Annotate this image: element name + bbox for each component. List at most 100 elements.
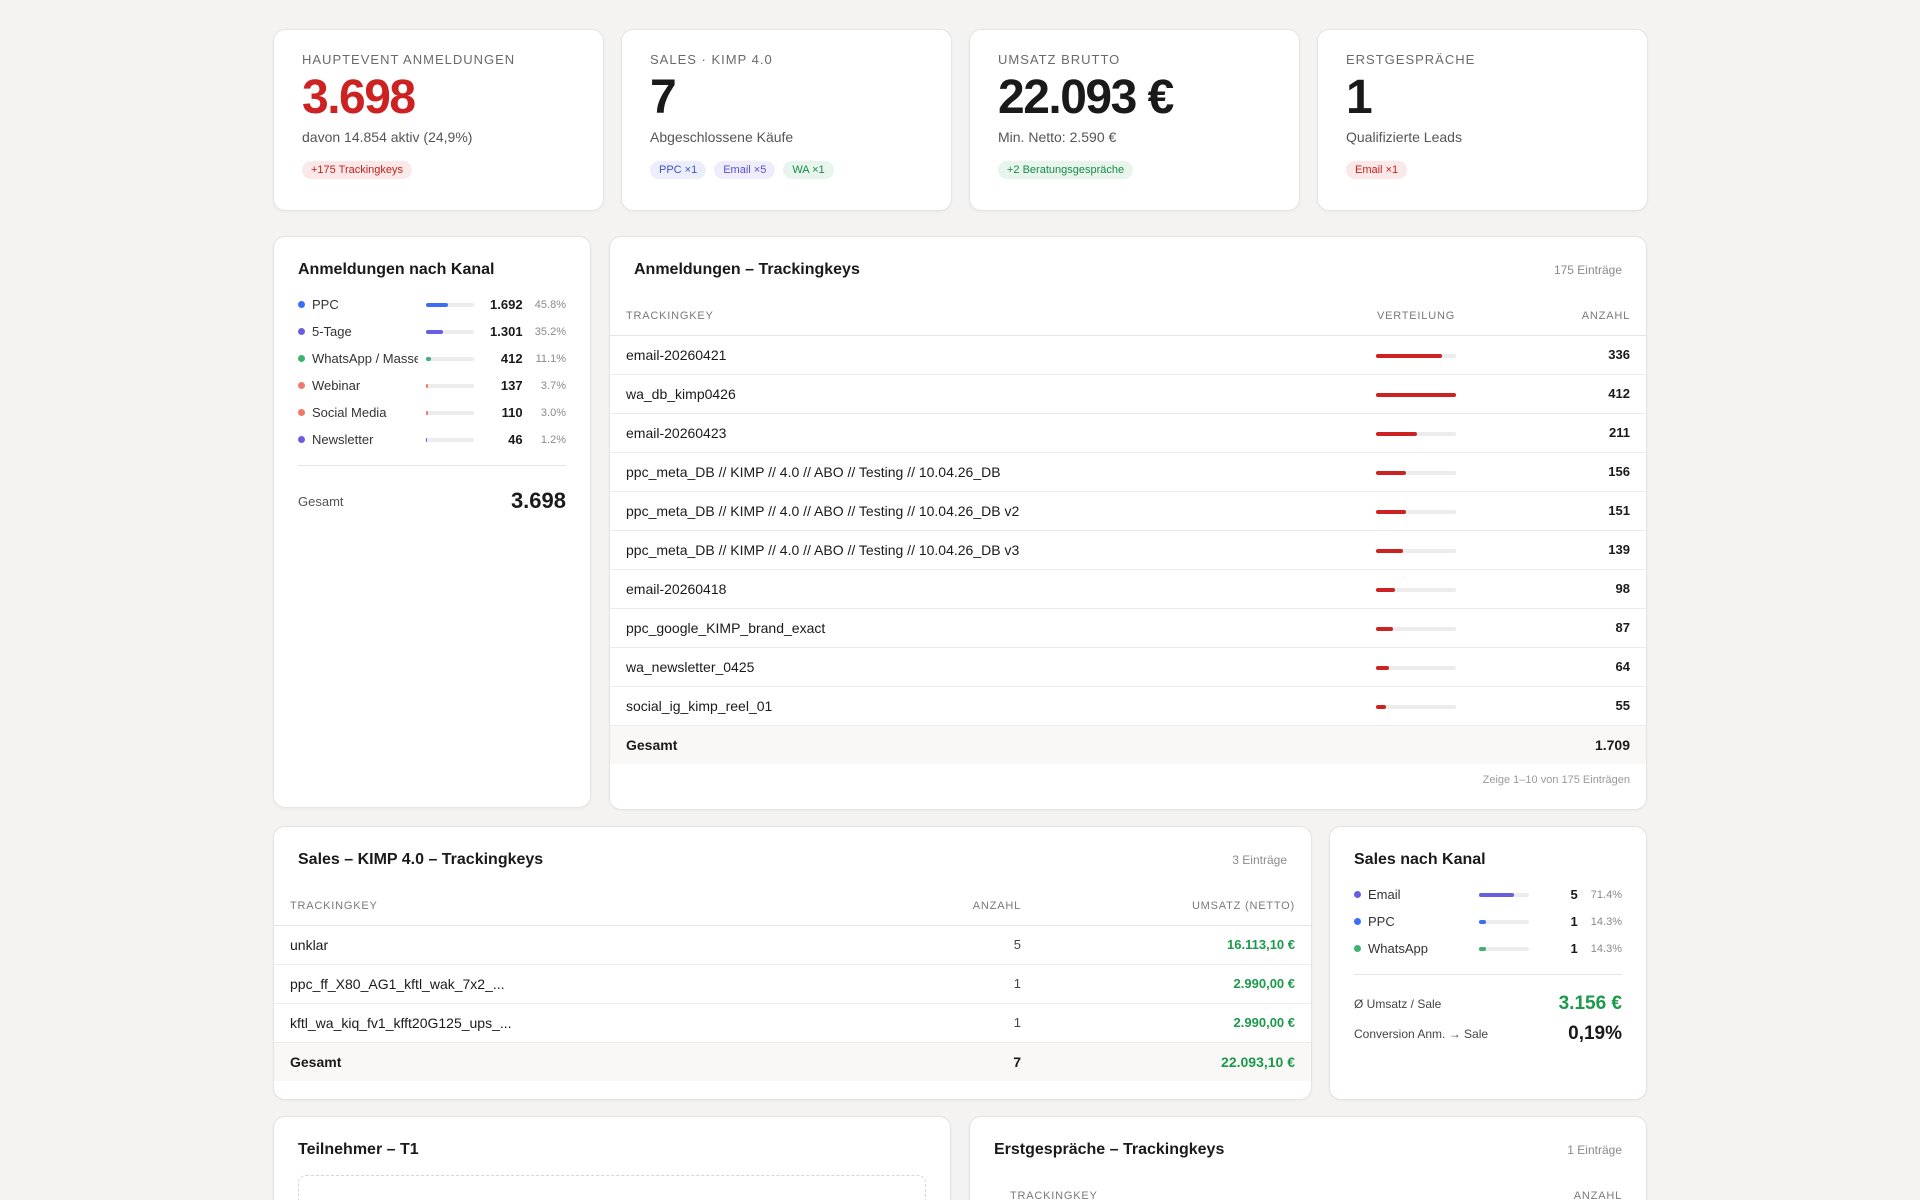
distribution-cell [1356,452,1476,492]
distribution-bar [1376,392,1456,397]
channel-bar [426,302,475,307]
distribution-cell [1356,374,1476,414]
kpi-card-sales: SALES · KIMP 4.0 7 Abgeschlossene Käufe … [621,29,952,211]
table-row[interactable]: wa_db_kimp0426 412 [610,374,1646,414]
sales-kanal-list: Email 5 71.4% PPC 1 14.3% WhatsApp 1 14.3% [1354,881,1622,962]
total-value: 3.698 [510,488,566,513]
distribution-cell [1356,608,1476,648]
kpi-sub: Min. Netto: 2.590 € [998,129,1117,146]
channel-count: 1.301 [490,324,523,339]
table-row[interactable]: unklar 5 16.113,10 € [274,925,1311,965]
col-header[interactable]: ANZAHL [1476,297,1646,336]
pagination-info: Zeige 1–10 von 175 Einträgen [1482,774,1630,786]
table-row[interactable]: ppc_google_KIMP_brand_exact 87 [610,608,1646,648]
kpi-label: UMSATZ BRUTTO [998,52,1121,67]
amount-cell: 2.990,00 € [1021,964,1311,1004]
sales-kanal-card: Sales nach Kanal Email 5 71.4% PPC 1 14.3% Wha… [1329,826,1647,1100]
col-header[interactable]: TRACKINGKEY [274,887,901,926]
table-row[interactable]: ppc_meta_DB // KIMP // 4.0 // ABO // Tes… [610,530,1646,570]
channel-bar-fill [426,302,449,307]
channel-dot-icon [298,301,305,308]
channel-dot-icon [1354,918,1361,925]
channel-row: Newsletter 46 1.2% [298,426,566,453]
distribution-bar [1376,509,1456,514]
col-header[interactable]: TRACKINGKEY [610,297,1356,336]
channel-pct: 45.8% [534,298,566,311]
col-header[interactable]: VERTEILUNG [1356,297,1476,336]
total-value: 1.709 [1476,725,1646,764]
channel-bar [426,383,475,388]
col-header[interactable]: UMSATZ (NETTO) [1021,887,1311,926]
entries-count: 175 Einträge [1553,263,1622,277]
col-header[interactable]: ANZAHL [1401,1177,1646,1200]
channel-count: 1 [1570,914,1578,929]
entries-count: 1 Einträge [1567,1143,1622,1157]
total-label: Gesamt [274,1042,901,1081]
table-row[interactable]: ppc_ff_X80_AG1_kftl_wak_7x2_... 1 2.990,00… [274,964,1311,1004]
channel-dot-icon [298,409,305,416]
trackingkey-cell: email-20260423 [610,413,1356,453]
distribution-bar-fill [1376,392,1456,397]
col-header[interactable]: TRACKINGKEY [970,1177,1402,1200]
table-row[interactable]: wa_newsletter_0425 64 [610,647,1646,687]
beratung-badge: +2 Beratungsgespräche [998,161,1134,180]
channel-count: 1 [1570,941,1578,956]
kpi-label: ERSTGESPRÄCHE [1346,52,1476,67]
distribution-cell [1356,413,1476,453]
channel-bar [426,437,475,442]
channel-pct: 11.1% [535,352,566,365]
table-row[interactable]: kftl_wa_kiq_fv1_kfft20G125_ups_... 1 2.990… [274,1003,1311,1043]
channel-row: Social Media 110 3.0% [298,399,566,426]
count-cell: 1 [901,964,1021,1004]
col-header[interactable]: ANZAHL [901,887,1021,926]
table-row[interactable]: email-20260421 336 [610,335,1646,375]
channel-dot-icon [1354,945,1361,952]
channel-bar-fill [426,329,444,334]
table-row[interactable]: ppc_meta_DB // KIMP // 4.0 // ABO // Tes… [610,491,1646,531]
table-row[interactable]: ppc_meta_DB // KIMP // 4.0 // ABO // Tes… [610,452,1646,492]
kanal-list: PPC 1.692 45.8% 5-Tage 1.301 35.2% WhatsApp / … [298,291,566,453]
channel-name: WhatsApp [1368,941,1428,956]
channel-dot-icon [1354,891,1361,898]
channel-row: 5-Tage 1.301 35.2% [298,318,566,345]
avg-label: Ø Umsatz / Sale [1354,997,1442,1011]
count-cell: 64 [1476,647,1646,687]
table-row[interactable]: social_ig_kimp_reel_01 55 [610,686,1646,726]
count-cell: 55 [1476,686,1646,726]
channel-row: Webinar 137 3.7% [298,372,566,399]
distribution-bar [1376,470,1456,475]
card-title: Anmeldungen – Trackingkeys [634,261,860,278]
table-row[interactable]: email-20260423 211 [610,413,1646,453]
trackingkey-cell: wa_newsletter_0425 [610,647,1356,687]
channel-row: WhatsApp 1 14.3% [1354,935,1622,962]
total-label: Gesamt [610,725,1356,764]
channel-bar [426,356,475,361]
total-amount: 22.093,10 € [1021,1042,1311,1081]
sales-table: TRACKINGKEY ANZAHL UMSATZ (NETTO) unklar… [274,887,1311,1081]
total-count: 7 [901,1042,1021,1081]
count-cell: 139 [1476,530,1646,570]
trackingkey-cell: ppc_google_KIMP_brand_exact [610,608,1356,648]
channel-pct: 1.2% [540,433,566,446]
trackingkeys-card: Anmeldungen – Trackingkeys 175 Einträge … [609,236,1647,810]
channel-row: WhatsApp / Masse 412 11.1% [298,345,566,372]
trackingkey-cell: ppc_meta_DB // KIMP // 4.0 // ABO // Tes… [610,491,1356,531]
table-row[interactable]: email-20260418 98 [610,569,1646,609]
kpi-label: HAUPTEVENT ANMELDUNGEN [302,52,516,67]
amount-cell: 2.990,00 € [1021,1003,1311,1043]
distribution-cell [1356,647,1476,687]
channel-pct: 35.2% [534,325,566,338]
trackingkey-cell: ppc_meta_DB // KIMP // 4.0 // ABO // Tes… [610,452,1356,492]
erstgespraeche-card: Erstgespräche – Trackingkeys 1 Einträge … [969,1116,1647,1200]
card-title: Teilnehmer – T1 [298,1141,419,1158]
channel-name: Social Media [312,405,387,420]
channel-bar-fill [426,383,428,388]
distribution-cell [1356,530,1476,570]
distribution-bar-fill [1376,509,1406,514]
channel-count: 137 [500,378,523,393]
trackingkeys-badge[interactable]: +175 Trackingkeys [302,161,413,180]
channel-bar-fill [426,356,432,361]
distribution-cell [1356,335,1476,375]
channel-row: Email 5 71.4% [1354,881,1622,908]
kpi-value: 1 [1346,71,1373,124]
